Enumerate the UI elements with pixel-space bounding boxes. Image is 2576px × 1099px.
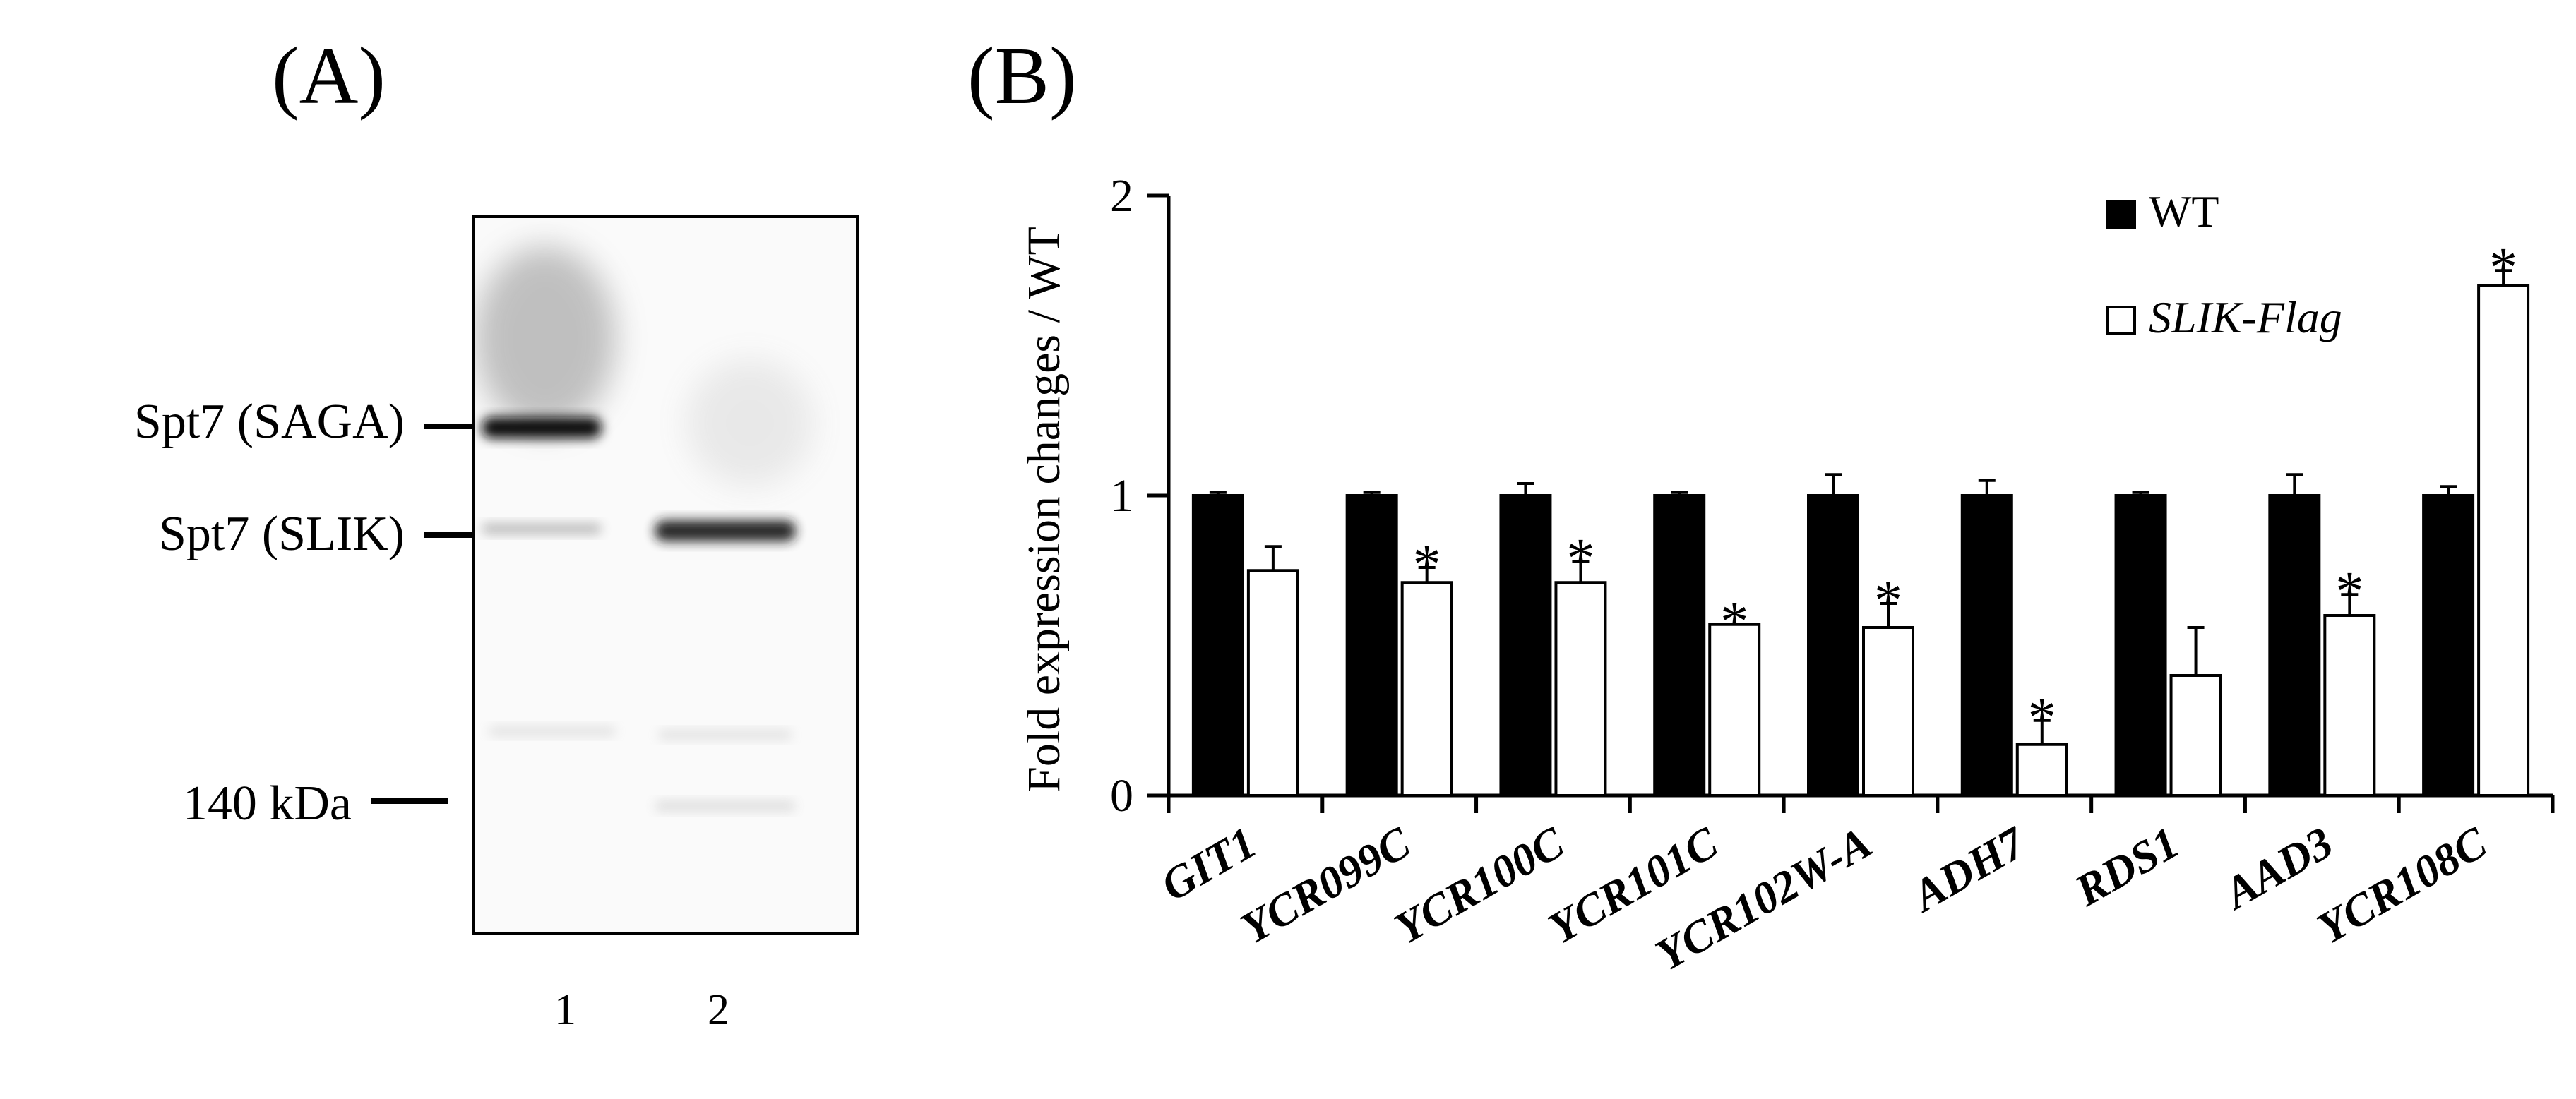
category-label: GIT1 <box>1152 817 1265 911</box>
bar-slik-adh7 <box>2015 743 2068 797</box>
significance-star: * <box>2335 560 2363 623</box>
legend-label-wt: WT <box>2149 186 2219 236</box>
bar-slik-ycr100c <box>1554 581 1607 797</box>
bar-wt-rds1 <box>2114 494 2167 797</box>
significance-star: * <box>1566 528 1594 590</box>
western-blot <box>472 215 859 935</box>
y-tick-label: 2 <box>1110 170 1133 222</box>
bar-wt-aad3 <box>2268 494 2321 797</box>
bar-slik-git1 <box>1246 569 1299 797</box>
significance-star: * <box>2028 687 2056 749</box>
lane-label-2: 2 <box>708 986 729 1034</box>
category-label: YCR108C <box>2309 817 2496 954</box>
smear-lane-2 <box>686 359 813 486</box>
significance-star: * <box>2489 236 2517 299</box>
western-blot-image <box>475 218 856 932</box>
bar-slik-rds1 <box>2169 674 2222 797</box>
bar-slik-aad3 <box>2323 614 2376 797</box>
significance-star: * <box>1874 570 1902 632</box>
y-tick-label: 0 <box>1110 770 1133 822</box>
chart-axes <box>1147 193 2555 813</box>
band-saga-lane-1 <box>482 417 602 438</box>
bar-slik-ycr108c <box>2477 284 2530 797</box>
category-label: YCR100C <box>1386 817 1573 954</box>
panel-a-label: (A) <box>272 31 386 121</box>
band-slik-lane-2 <box>655 520 796 541</box>
bar-wt-adh7 <box>1960 494 2013 797</box>
category-label: YCR099C <box>1232 817 1419 954</box>
bar-slik-ycr102w-a <box>1862 626 1914 797</box>
band-label-slik: Spt7 (SLIK) <box>158 507 405 561</box>
panel-b-label: (B) <box>967 31 1077 121</box>
legend-label-slik: SLIK-Flag <box>2149 292 2342 342</box>
y-axis-label: Fold expression changes / WT <box>1018 227 1070 793</box>
bar-wt-ycr108c <box>2422 494 2475 797</box>
band-low-lane-2 <box>655 800 796 812</box>
band-label-saga: Spt7 (SAGA) <box>133 395 405 449</box>
category-label: ADH7 <box>1902 816 2035 922</box>
smear-lane-1 <box>475 246 616 430</box>
bar-wt-ycr099c <box>1345 494 1398 797</box>
marker-label-140kda: 140 kDa <box>182 776 352 831</box>
legend-swatch-wt <box>2106 200 2136 229</box>
category-label: RDS1 <box>2066 817 2188 916</box>
bar-wt-ycr100c <box>1499 494 1552 797</box>
bar-wt-ycr101c <box>1653 494 1706 797</box>
lane-label-1: 1 <box>554 986 576 1034</box>
legend-swatch-slik <box>2106 306 2136 335</box>
chart-legend: WT SLIK-Flag <box>2106 186 2342 342</box>
bar-wt-ycr102w-a <box>1807 494 1859 797</box>
band-marker-slik <box>424 532 500 538</box>
marker-tick-140kda <box>371 798 448 804</box>
y-tick-label: 1 <box>1110 470 1133 522</box>
significance-star: * <box>1720 591 1748 653</box>
band-slik-lane-1 <box>482 523 602 534</box>
chart-bars <box>1191 269 2530 797</box>
band-marker-saga <box>424 424 500 429</box>
faint-band-lane-1 <box>489 726 616 736</box>
bar-slik-ycr099c <box>1400 581 1453 797</box>
faint-band-lane-2 <box>658 730 792 740</box>
bar-slik-ycr101c <box>1708 623 1761 797</box>
bar-wt-git1 <box>1191 494 1244 797</box>
significance-star: * <box>1413 534 1441 596</box>
